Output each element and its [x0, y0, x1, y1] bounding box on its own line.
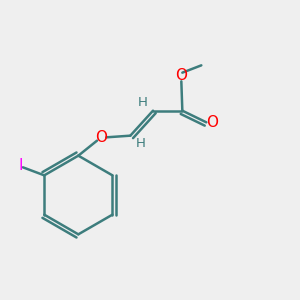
- Text: O: O: [95, 130, 107, 145]
- Text: O: O: [206, 115, 218, 130]
- Text: I: I: [18, 158, 22, 173]
- Text: O: O: [175, 68, 187, 83]
- Text: H: H: [137, 96, 147, 109]
- Text: H: H: [135, 137, 145, 151]
